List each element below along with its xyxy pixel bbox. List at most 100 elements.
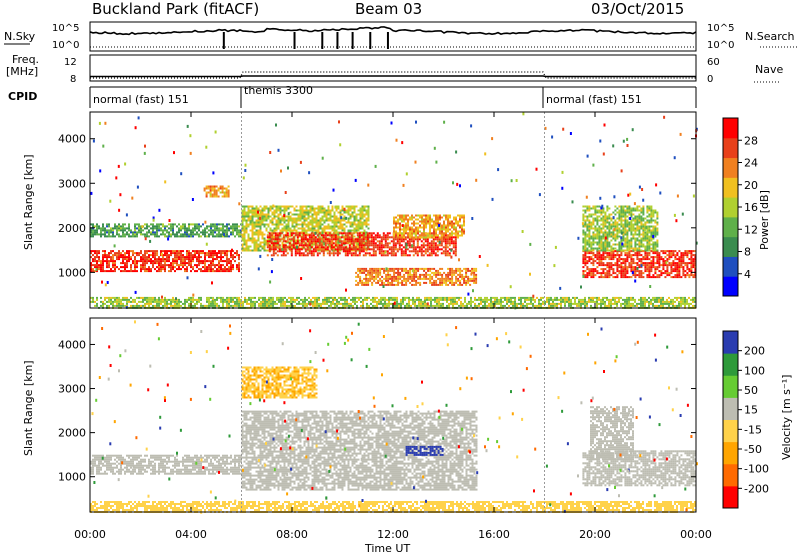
scatter-cell	[313, 207, 316, 210]
scatter-cell	[261, 221, 264, 224]
scatter-cell	[118, 254, 120, 257]
scatter-cell	[393, 269, 396, 272]
scatter-cell	[423, 277, 426, 280]
scatter-cell	[684, 252, 687, 255]
scatter-cell	[332, 236, 335, 239]
scatter-cell	[432, 238, 435, 241]
scatter-cell	[406, 240, 409, 243]
scatter-cell	[305, 225, 308, 228]
scatter-cell	[130, 300, 132, 303]
scatter-cell	[441, 279, 444, 282]
scatter-cell	[588, 229, 591, 232]
scatter-cell	[386, 250, 389, 253]
scatter-cell	[178, 250, 180, 253]
scatter-cell	[584, 223, 587, 226]
scatter-cell	[286, 238, 289, 241]
scatter-cell	[342, 236, 345, 239]
scatter-cell	[636, 264, 639, 267]
scatter-cell	[160, 233, 162, 236]
scatter-cell	[447, 220, 449, 223]
scatter-cell	[263, 237, 266, 240]
scatter-cell	[297, 223, 300, 226]
scatter-cell	[393, 277, 396, 280]
scatter-cell	[465, 275, 468, 278]
scatter-cell	[424, 240, 427, 243]
scatter-cell	[441, 226, 443, 229]
scatter-cell	[282, 244, 285, 247]
scatter-cell	[604, 241, 607, 244]
scatter-cell	[230, 270, 232, 273]
nsky-frame	[89, 21, 697, 52]
scatter-cell	[694, 260, 697, 263]
scatter-cell	[168, 256, 170, 259]
scatter-cell	[638, 270, 641, 273]
scatter-cell	[395, 234, 397, 237]
scatter-cell	[371, 277, 374, 280]
scatter-cell	[276, 240, 279, 243]
scatter-cell	[410, 238, 413, 241]
scatter-cell	[282, 240, 285, 243]
freq-frame	[89, 54, 697, 82]
scatter-cell	[612, 211, 615, 214]
scatter-cell	[316, 248, 319, 251]
scatter-cell	[158, 270, 160, 273]
scatter-cell	[337, 231, 340, 234]
scatter-cell	[430, 244, 433, 247]
scatter-cell	[413, 230, 415, 233]
scatter-cell	[425, 222, 427, 225]
scatter-cell	[357, 227, 360, 230]
scatter-cell	[596, 254, 599, 257]
scatter-cell	[212, 235, 214, 238]
scatter-cell	[622, 235, 625, 238]
scatter-cell	[386, 234, 389, 237]
scatter-cell	[594, 254, 597, 257]
scatter-cell	[397, 222, 399, 225]
scatter-cell	[630, 276, 633, 279]
scatter-cell	[642, 237, 645, 240]
scatter-cell	[219, 187, 222, 190]
scatter-cell	[313, 219, 316, 222]
scatter-cell	[618, 256, 621, 259]
scatter-cell	[390, 236, 393, 239]
scatter-cell	[612, 237, 615, 240]
scatter-cell	[132, 231, 134, 234]
scatter-cell	[160, 268, 162, 271]
scatter-cell	[261, 223, 264, 226]
scatter-cell	[305, 217, 308, 220]
scatter-cell	[270, 242, 273, 245]
scatter-cell	[606, 272, 609, 275]
scatter-cell	[294, 248, 297, 251]
scatter-cell	[590, 256, 593, 259]
scatter-cell	[391, 279, 394, 282]
scatter-cell	[620, 215, 623, 218]
scatter-cell	[154, 231, 156, 234]
scatter-cell	[363, 221, 366, 224]
scatter-cell	[300, 240, 303, 243]
scatter-cell	[459, 279, 462, 282]
scatter-cell	[374, 234, 377, 237]
scatter-cell	[638, 219, 641, 222]
scatter-cell	[586, 252, 589, 255]
scatter-cell	[247, 219, 250, 222]
scatter-cell	[255, 243, 258, 246]
scatter-cell	[397, 277, 400, 280]
scatter-cell	[247, 247, 250, 250]
scatter-cell	[602, 217, 605, 220]
scatter-cell	[425, 232, 427, 235]
scatter-cell	[646, 211, 649, 214]
scatter-cell	[424, 234, 427, 237]
scatter-cell	[473, 267, 476, 270]
scatter-cell	[144, 270, 146, 273]
scatter-cell	[427, 216, 429, 219]
scatter-cell	[210, 233, 212, 236]
scatter-cell	[646, 270, 649, 273]
scatter-cell	[266, 234, 269, 237]
scatter-cell	[341, 205, 344, 208]
scatter-cell	[335, 229, 338, 232]
scatter-cell	[234, 225, 236, 228]
scatter-cell	[307, 211, 310, 214]
scatter-cell	[90, 235, 92, 238]
scatter-cell	[652, 225, 655, 228]
scatter-cell	[180, 233, 182, 236]
scatter-cell	[694, 258, 697, 261]
